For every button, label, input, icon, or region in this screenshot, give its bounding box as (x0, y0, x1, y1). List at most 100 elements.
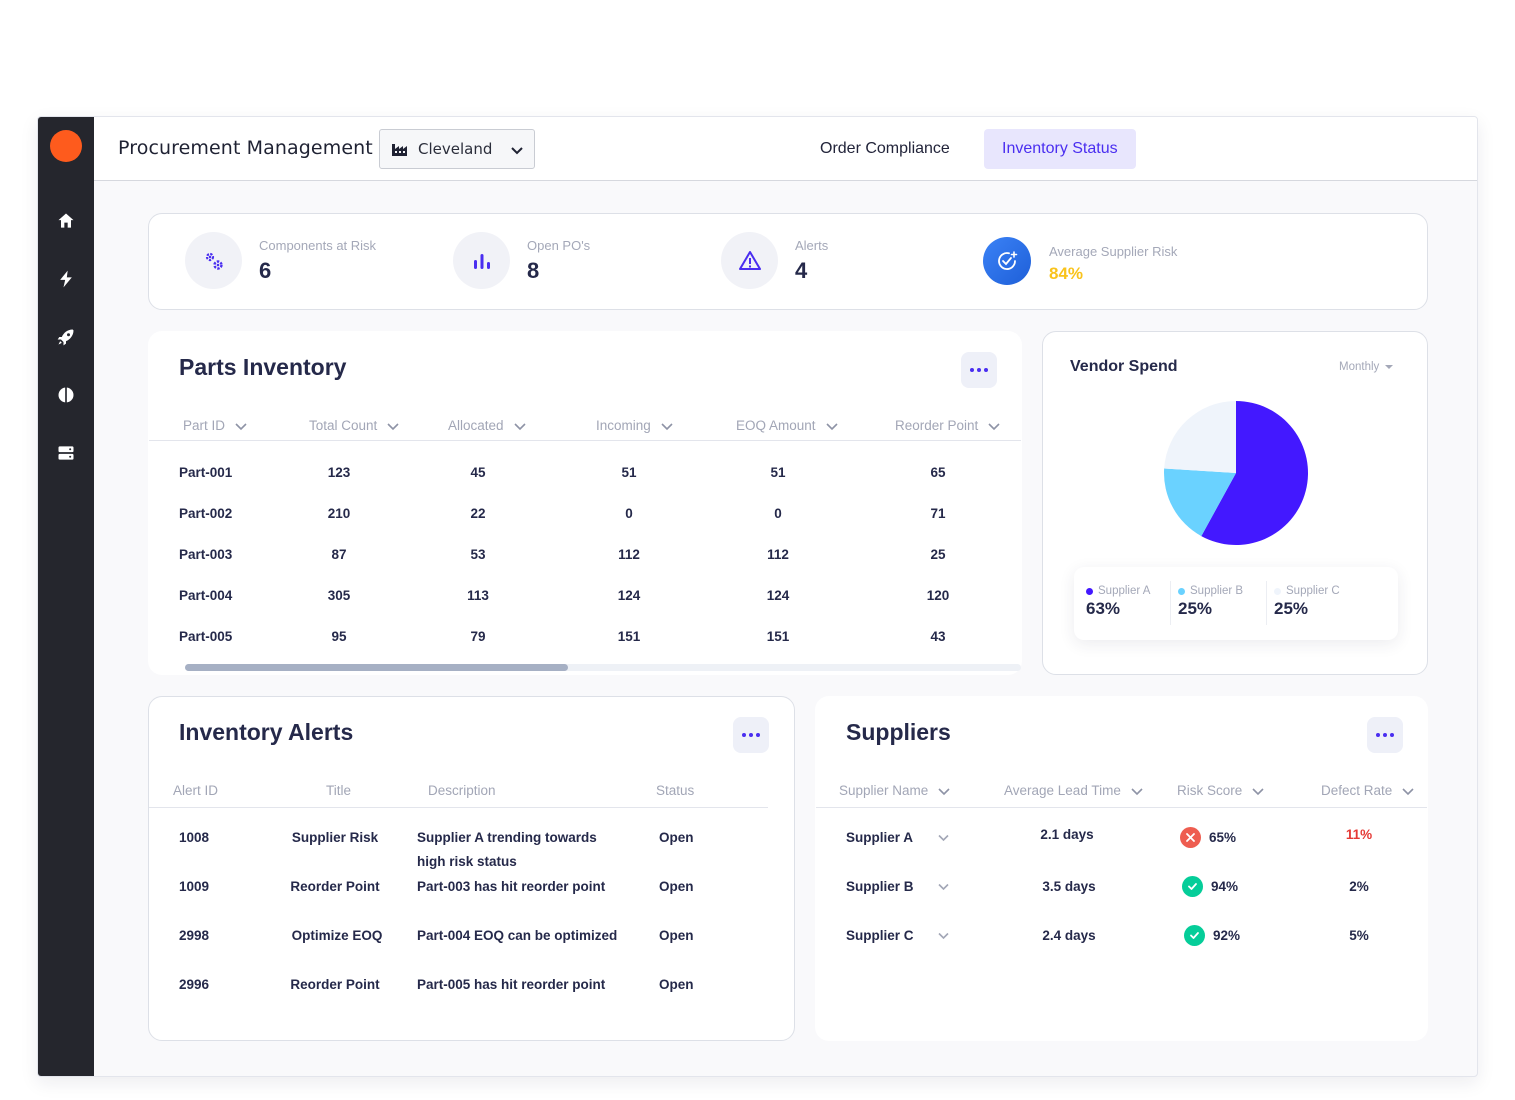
gears-icon (185, 232, 242, 289)
table-cell: Part-005 (179, 629, 233, 644)
error-icon (1180, 827, 1201, 848)
table-cell: 5% (1349, 928, 1369, 943)
home-icon[interactable] (54, 209, 78, 233)
location-select[interactable]: Cleveland (379, 129, 535, 169)
legend-item-supplier-c: Supplier C 25% (1274, 585, 1340, 618)
horizontal-scrollbar[interactable] (185, 664, 1021, 671)
table-cell: 151 (617, 629, 641, 644)
table-cell: 53 (470, 547, 486, 562)
kpi-label: Components at Risk (259, 238, 377, 253)
column-header-incoming[interactable]: Incoming (596, 418, 673, 433)
table-cell: 11% (1345, 827, 1373, 842)
table-cell: 22 (470, 506, 486, 521)
table-cell: 71 (930, 506, 946, 521)
table-cell: Open (659, 830, 694, 845)
more-options-button[interactable] (733, 717, 769, 753)
bolt-icon[interactable] (54, 267, 78, 291)
chevron-down-icon[interactable] (937, 880, 950, 893)
more-options-button[interactable] (1367, 717, 1403, 753)
table-cell: Part-003 (179, 547, 233, 562)
table-cell: 1009 (179, 879, 210, 894)
table-cell: 3.5 days (1042, 879, 1096, 894)
column-header-title[interactable]: Title (326, 783, 352, 798)
column-header-status[interactable]: Status (656, 783, 695, 798)
table-cell: 0 (625, 506, 633, 521)
scrollbar-thumb[interactable] (185, 664, 568, 671)
chevron-down-icon[interactable] (937, 831, 950, 844)
kpi-value: 8 (527, 258, 540, 283)
table-cell: 1008 (179, 830, 210, 845)
table-cell: high risk status (417, 854, 517, 869)
section-title: Parts Inventory (179, 354, 347, 380)
table-cell: Reorder Point (290, 977, 380, 992)
column-header-defect-rate[interactable]: Defect Rate (1321, 783, 1414, 798)
app-title: Procurement Management (118, 137, 373, 159)
column-header-reorder-point[interactable]: Reorder Point (895, 418, 1000, 433)
warning-icon (721, 232, 778, 289)
column-header-risk-score[interactable]: Risk Score (1177, 783, 1264, 798)
divider (149, 807, 768, 808)
logo[interactable] (50, 130, 82, 162)
legend-item-supplier-b: Supplier B 25% (1178, 585, 1244, 618)
table-cell: 151 (766, 629, 790, 644)
legend-dot (1274, 587, 1281, 595)
server-icon[interactable] (54, 441, 78, 465)
caret-down-icon (1385, 365, 1394, 369)
column-header-allocated[interactable]: Allocated (448, 418, 526, 433)
table-cell: 94% (1211, 879, 1239, 894)
table-cell: Reorder Point (290, 879, 380, 894)
pie-legend: Supplier A 63% Supplier B 25% Supplier C… (1074, 567, 1398, 640)
chevron-down-icon (387, 422, 399, 430)
table-cell: Supplier A trending towards (417, 830, 597, 845)
contrast-icon[interactable] (54, 383, 78, 407)
app-window: Procurement Management Cleveland Order C… (37, 116, 1478, 1077)
chevron-down-icon (513, 422, 526, 430)
table-cell: 87 (331, 547, 347, 562)
top-header: Procurement Management Cleveland Order C… (94, 117, 1477, 181)
table-cell: Part-005 has hit reorder point (417, 977, 606, 992)
column-header-total-count[interactable]: Total Count (309, 418, 399, 433)
table-cell: 2.4 days (1042, 928, 1096, 943)
more-options-button[interactable] (961, 352, 997, 388)
table-cell: 43 (930, 629, 946, 644)
rocket-icon[interactable] (54, 325, 78, 349)
kpi-value: 4 (795, 258, 808, 283)
table-cell: Part-003 has hit reorder point (417, 879, 606, 894)
column-header-part-id[interactable]: Part ID (183, 418, 247, 433)
period-select[interactable]: Monthly (1339, 361, 1394, 373)
column-header-supplier-name[interactable]: Supplier Name (839, 783, 950, 798)
table-cell: 92% (1213, 928, 1241, 943)
vendor-spend-card: Vendor Spend Monthly Supplier A 63% Supp… (1042, 331, 1428, 675)
table-cell: Supplier Risk (291, 830, 379, 845)
divider (1266, 581, 1267, 625)
tab-inventory-status[interactable]: Inventory Status (984, 129, 1136, 169)
chevron-down-icon (1252, 787, 1264, 795)
chevron-down-icon (1131, 787, 1143, 795)
tab-order-compliance[interactable]: Order Compliance (820, 140, 950, 157)
table-cell: 65 (930, 465, 946, 480)
column-header-average-lead-time[interactable]: Average Lead Time (1004, 783, 1143, 798)
divider (1170, 581, 1171, 625)
table-cell: Supplier A (846, 830, 914, 845)
section-title: Suppliers (846, 719, 951, 745)
column-header-alert-id[interactable]: Alert ID (173, 783, 219, 798)
column-header-description[interactable]: Description (428, 783, 496, 798)
vendor-spend-pie-chart (1164, 401, 1308, 545)
table-cell: 95 (331, 629, 347, 644)
pie-slice-supplier-c (1164, 401, 1236, 473)
table-cell: Part-004 EOQ can be optimized (417, 928, 618, 943)
chevron-down-icon (235, 422, 247, 430)
table-cell: Supplier C (846, 928, 914, 943)
table-cell: 65% (1209, 830, 1237, 845)
chevron-down-icon[interactable] (937, 929, 950, 942)
table-cell: Open (659, 928, 694, 943)
chevron-down-icon (1402, 787, 1414, 795)
table-cell: 2% (1349, 879, 1369, 894)
chevron-down-icon (661, 422, 673, 430)
table-cell: 123 (327, 465, 351, 480)
table-cell: 124 (766, 588, 790, 603)
column-header-eoq-amount[interactable]: EOQ Amount (736, 418, 838, 433)
table-cell: 2998 (179, 928, 210, 943)
chevron-down-icon (825, 422, 838, 430)
verified-icon (983, 237, 1031, 285)
